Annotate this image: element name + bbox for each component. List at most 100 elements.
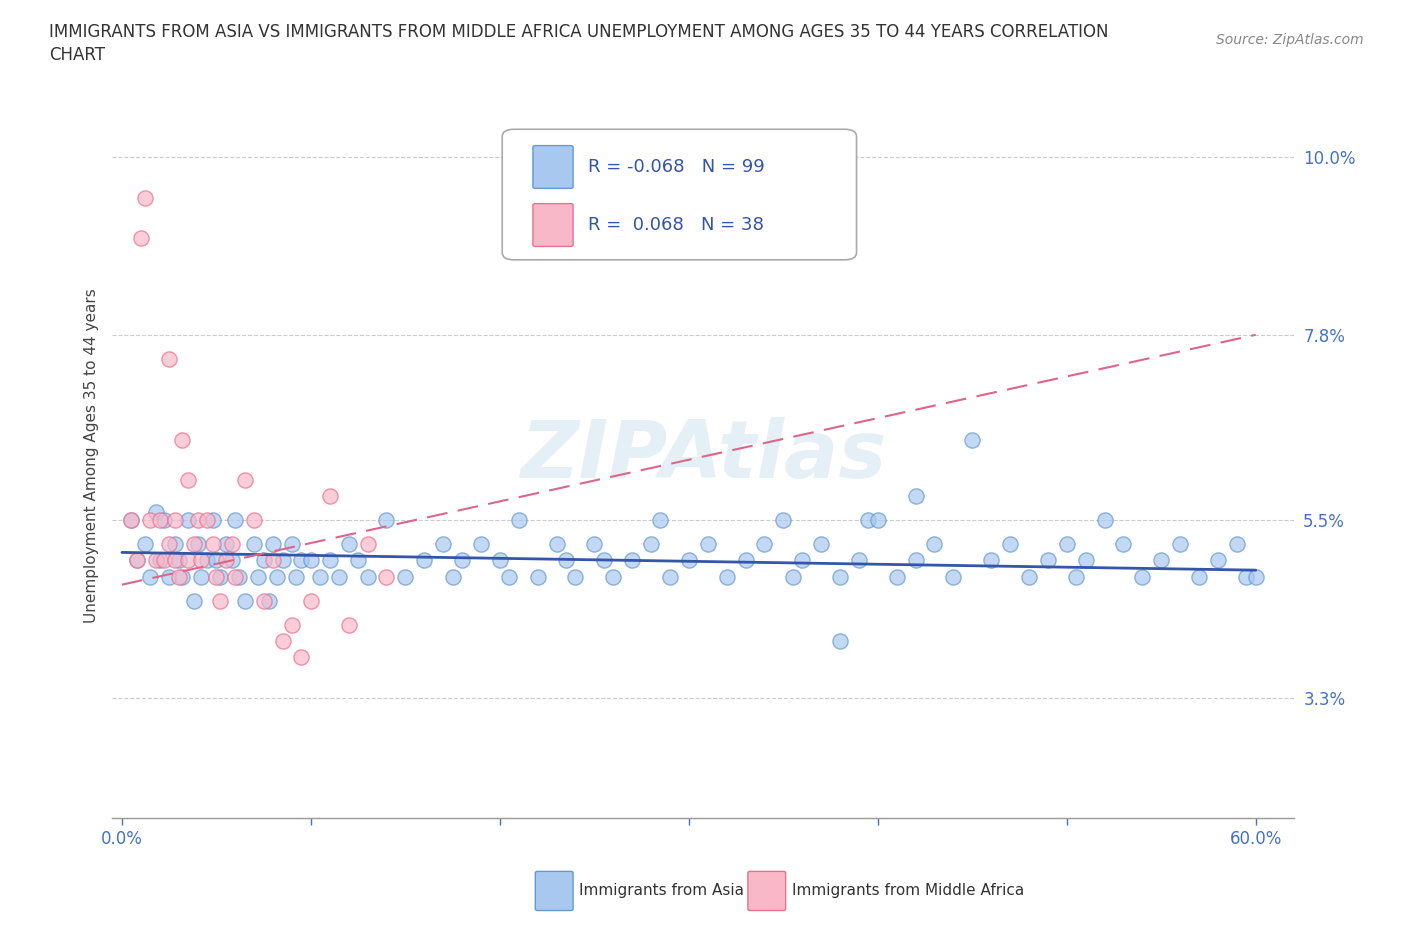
Point (602, 569, 624, 584)
Point (564, 569, 586, 584)
Point (792, 553, 814, 568)
Point (195, 512, 218, 527)
Point (125, 553, 148, 568)
Point (190, 569, 212, 584)
Point (290, 650, 312, 665)
Point (347, 553, 370, 568)
Point (828, 633, 851, 648)
Point (152, 512, 174, 527)
FancyBboxPatch shape (748, 871, 786, 910)
Text: Immigrants from Asia: Immigrants from Asia (579, 884, 744, 898)
Point (1226, 537, 1249, 551)
Point (246, 569, 269, 584)
Point (319, 488, 342, 503)
Point (319, 553, 342, 568)
Text: CHART: CHART (49, 46, 105, 64)
Point (1188, 569, 1211, 584)
Point (262, 537, 284, 551)
Point (266, 569, 288, 584)
Point (139, 569, 162, 584)
Point (163, 553, 186, 568)
Point (205, 569, 228, 584)
Point (1234, 569, 1257, 584)
Text: R = -0.068   N = 99: R = -0.068 N = 99 (589, 158, 765, 176)
Point (441, 569, 464, 584)
Point (172, 432, 194, 447)
Point (243, 512, 266, 527)
Point (209, 593, 232, 608)
Point (886, 569, 908, 584)
Point (233, 593, 256, 608)
Point (167, 553, 190, 568)
Point (470, 537, 492, 551)
Point (866, 512, 889, 527)
Point (281, 618, 304, 632)
Point (451, 553, 474, 568)
Text: ZIPAtlas: ZIPAtlas (520, 417, 886, 495)
Point (498, 569, 520, 584)
Point (183, 593, 205, 608)
Point (526, 569, 548, 584)
Point (394, 569, 416, 584)
Point (555, 553, 578, 568)
Point (172, 569, 194, 584)
Point (120, 512, 142, 527)
Point (592, 553, 614, 568)
Point (233, 472, 256, 487)
Point (1094, 512, 1116, 527)
Point (337, 618, 360, 632)
Point (337, 537, 360, 551)
Point (157, 569, 180, 584)
Point (1206, 553, 1229, 568)
Text: R =  0.068   N = 38: R = 0.068 N = 38 (589, 216, 765, 234)
Point (998, 537, 1021, 551)
Point (149, 512, 172, 527)
Point (848, 553, 870, 568)
Point (259, 593, 281, 608)
Point (942, 569, 965, 584)
Point (716, 569, 738, 584)
Point (125, 553, 148, 568)
Point (157, 352, 180, 366)
Point (904, 488, 927, 503)
Point (177, 472, 200, 487)
Point (167, 569, 190, 584)
Point (432, 537, 454, 551)
Point (858, 512, 880, 527)
Point (271, 553, 294, 568)
Point (1112, 537, 1135, 551)
Point (190, 553, 212, 568)
Point (650, 512, 672, 527)
Point (299, 553, 322, 568)
Point (658, 569, 681, 584)
Point (149, 553, 172, 568)
Point (1244, 569, 1267, 584)
Y-axis label: Unemployment Among Ages 35 to 44 years: Unemployment Among Ages 35 to 44 years (83, 288, 98, 623)
Point (134, 537, 156, 551)
Point (1074, 553, 1097, 568)
Point (271, 633, 294, 648)
Point (145, 553, 167, 568)
Point (177, 553, 200, 568)
Point (139, 512, 162, 527)
Point (284, 569, 307, 584)
FancyBboxPatch shape (533, 146, 574, 189)
Text: Source: ZipAtlas.com: Source: ZipAtlas.com (1216, 33, 1364, 46)
Point (157, 537, 180, 551)
Point (186, 537, 208, 551)
Point (299, 593, 322, 608)
Point (221, 553, 243, 568)
Point (228, 569, 250, 584)
Point (754, 537, 776, 551)
Point (163, 512, 186, 527)
Point (221, 537, 243, 551)
Point (375, 569, 398, 584)
Point (962, 432, 984, 447)
Point (828, 569, 851, 584)
Point (129, 231, 152, 246)
Point (201, 512, 224, 527)
Point (145, 505, 167, 520)
Point (356, 569, 378, 584)
Point (1036, 553, 1059, 568)
Point (309, 569, 332, 584)
